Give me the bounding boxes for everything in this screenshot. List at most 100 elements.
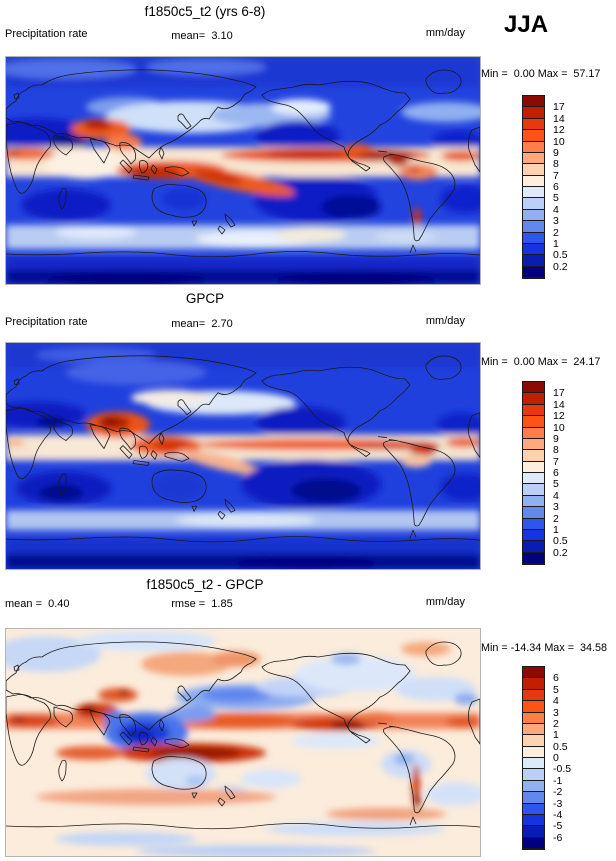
minmax-readout: Min = -14.34 Max = 34.58 <box>481 642 608 654</box>
colorbar-segment <box>523 712 544 724</box>
colorbar-tick-label: 2 <box>553 226 559 239</box>
colorbar-segment <box>523 552 544 564</box>
units-label: mm/day <box>425 315 465 327</box>
panel-obs: GPCP Precipitation rate mean= 2.70 mm/da… <box>0 285 616 570</box>
colorbar-tick-label: -0.5 <box>553 763 572 776</box>
mean-stat: mean= 3.10 <box>171 30 233 42</box>
colorbar-tick-label: 3 <box>553 706 559 719</box>
colorbar-segment <box>523 529 544 542</box>
colorbar-tick-label: 5 <box>553 683 559 696</box>
colorbar-tick-label: 4 <box>553 695 559 708</box>
variable-label: Precipitation rate <box>5 316 88 328</box>
panel-difference: f1850c5_t2 - GPCP mean = 0.40 rmse = 1.8… <box>0 570 616 861</box>
colorbar-segment <box>523 141 544 153</box>
colorbar-tick-label: -3 <box>553 797 563 810</box>
colorbar-tick-label: -1 <box>553 774 563 787</box>
colorbar-segment <box>523 769 544 781</box>
colorbar-segment <box>523 416 544 428</box>
colorbar-tick-label: 9 <box>553 432 559 445</box>
colorbar-tick-label: 0.5 <box>553 249 568 262</box>
colorbar-segment <box>523 187 544 199</box>
colorbar-tick-label: 1 <box>553 729 559 742</box>
colorbar-segment <box>523 507 544 519</box>
colorbar-tick-label: 1 <box>553 523 559 536</box>
colorbar-segment <box>523 701 544 713</box>
colorbar-tick-label: 8 <box>553 158 559 171</box>
colorbar-tick-label: 0 <box>553 752 559 764</box>
colorbar-segment <box>523 266 544 278</box>
colorbar-segment <box>523 826 544 838</box>
colorbar-tick-label: 0.2 <box>553 260 568 273</box>
colorbar-segment <box>523 438 544 451</box>
colorbar-tick-label: 2 <box>553 717 559 730</box>
colorbar-segment <box>523 484 544 496</box>
colorbar-tick-label: 0.5 <box>553 740 568 753</box>
colorbar-tick-label: 6 <box>553 467 559 479</box>
colorbar-segment <box>523 792 544 804</box>
colorbar-segment <box>523 118 544 131</box>
minmax-readout: Min = 0.00 Max = 24.17 <box>481 356 601 368</box>
colorbar-tick-label: 10 <box>553 135 565 148</box>
colorbar-tick-label: 17 <box>553 101 565 114</box>
colorbar-segment <box>523 461 544 473</box>
colorbar-segment <box>523 232 544 244</box>
mean-stat: mean= 2.70 <box>171 318 233 330</box>
minmax-readout: Min = 0.00 Max = 57.17 <box>481 68 601 80</box>
colorbar-segment <box>523 382 544 394</box>
units-label: mm/day <box>425 596 465 608</box>
colorbar-tick-label: 5 <box>553 478 559 491</box>
colorbar-tick-label: 7 <box>553 455 559 468</box>
variable-label: Precipitation rate <box>5 28 88 40</box>
colorbar-segment <box>523 473 544 485</box>
colorbar-tick-label: -4 <box>553 808 563 821</box>
colorbar-tick-label: 12 <box>553 410 565 423</box>
colorbar-tick-label: 5 <box>553 192 559 205</box>
map-difference <box>5 628 481 857</box>
colorbar-segment <box>523 175 544 187</box>
colorbar-segment <box>523 243 544 256</box>
colorbar-obs: 17 14 12 10 9 8 7 6 5 4 3 2 1 0.5 0.2 <box>522 381 568 565</box>
colorbar-segment <box>523 495 544 508</box>
colorbar-segment <box>523 450 544 462</box>
colorbar-segment <box>523 735 544 747</box>
colorbar-tick-label: 17 <box>553 387 565 400</box>
colorbar-tick-label: 12 <box>553 124 565 137</box>
colorbar-segment <box>523 164 544 176</box>
colorbar-segment <box>523 130 544 142</box>
colorbar-segment <box>523 667 544 679</box>
panel-title: GPCP <box>185 291 225 306</box>
colorbar-segment <box>523 198 544 210</box>
colorbar-tick-label: 2 <box>553 512 559 525</box>
colorbar-segment <box>523 255 544 267</box>
colorbar-tick-label: 14 <box>553 112 565 125</box>
rmse-stat: rmse = 1.85 <box>171 598 233 610</box>
colorbar-tick-label: 8 <box>553 444 559 457</box>
units-label: mm/day <box>425 27 465 39</box>
colorbar-segment <box>523 723 544 736</box>
panel-title: f1850c5_t2 (yrs 6-8) <box>144 4 266 19</box>
colorbar-segment <box>523 541 544 553</box>
colorbar-segment <box>523 96 544 108</box>
colorbar-segment <box>523 427 544 439</box>
colorbar-tick-label: 4 <box>553 489 559 502</box>
map-model-precipitation <box>5 56 481 285</box>
colorbar-tick-label: 7 <box>553 169 559 182</box>
panel-title: f1850c5_t2 - GPCP <box>146 577 264 592</box>
colorbar-model: 17 14 12 10 9 8 7 6 5 4 3 2 1 0.5 0.2 <box>522 95 568 279</box>
panel-model: f1850c5_t2 (yrs 6-8) Precipitation rate … <box>0 0 616 285</box>
colorbar-tick-label: 10 <box>553 421 565 434</box>
colorbar-tick-label: 0.2 <box>553 546 568 559</box>
colorbar-tick-label: 1 <box>553 237 559 250</box>
colorbar-tick-label: 6 <box>553 181 559 193</box>
colorbar-segment <box>523 803 544 815</box>
colorbar-tick-label: 14 <box>553 398 565 411</box>
mean-stat: mean = 0.40 <box>5 598 70 610</box>
colorbar-tick-label: -5 <box>553 820 563 833</box>
colorbar-tick-label: -6 <box>553 831 563 844</box>
colorbar-tick-label: 4 <box>553 203 559 216</box>
colorbar-segment <box>523 393 544 405</box>
colorbar-tick-label: -2 <box>553 786 563 799</box>
colorbar-segment <box>523 518 544 530</box>
colorbar-segment <box>523 404 544 417</box>
